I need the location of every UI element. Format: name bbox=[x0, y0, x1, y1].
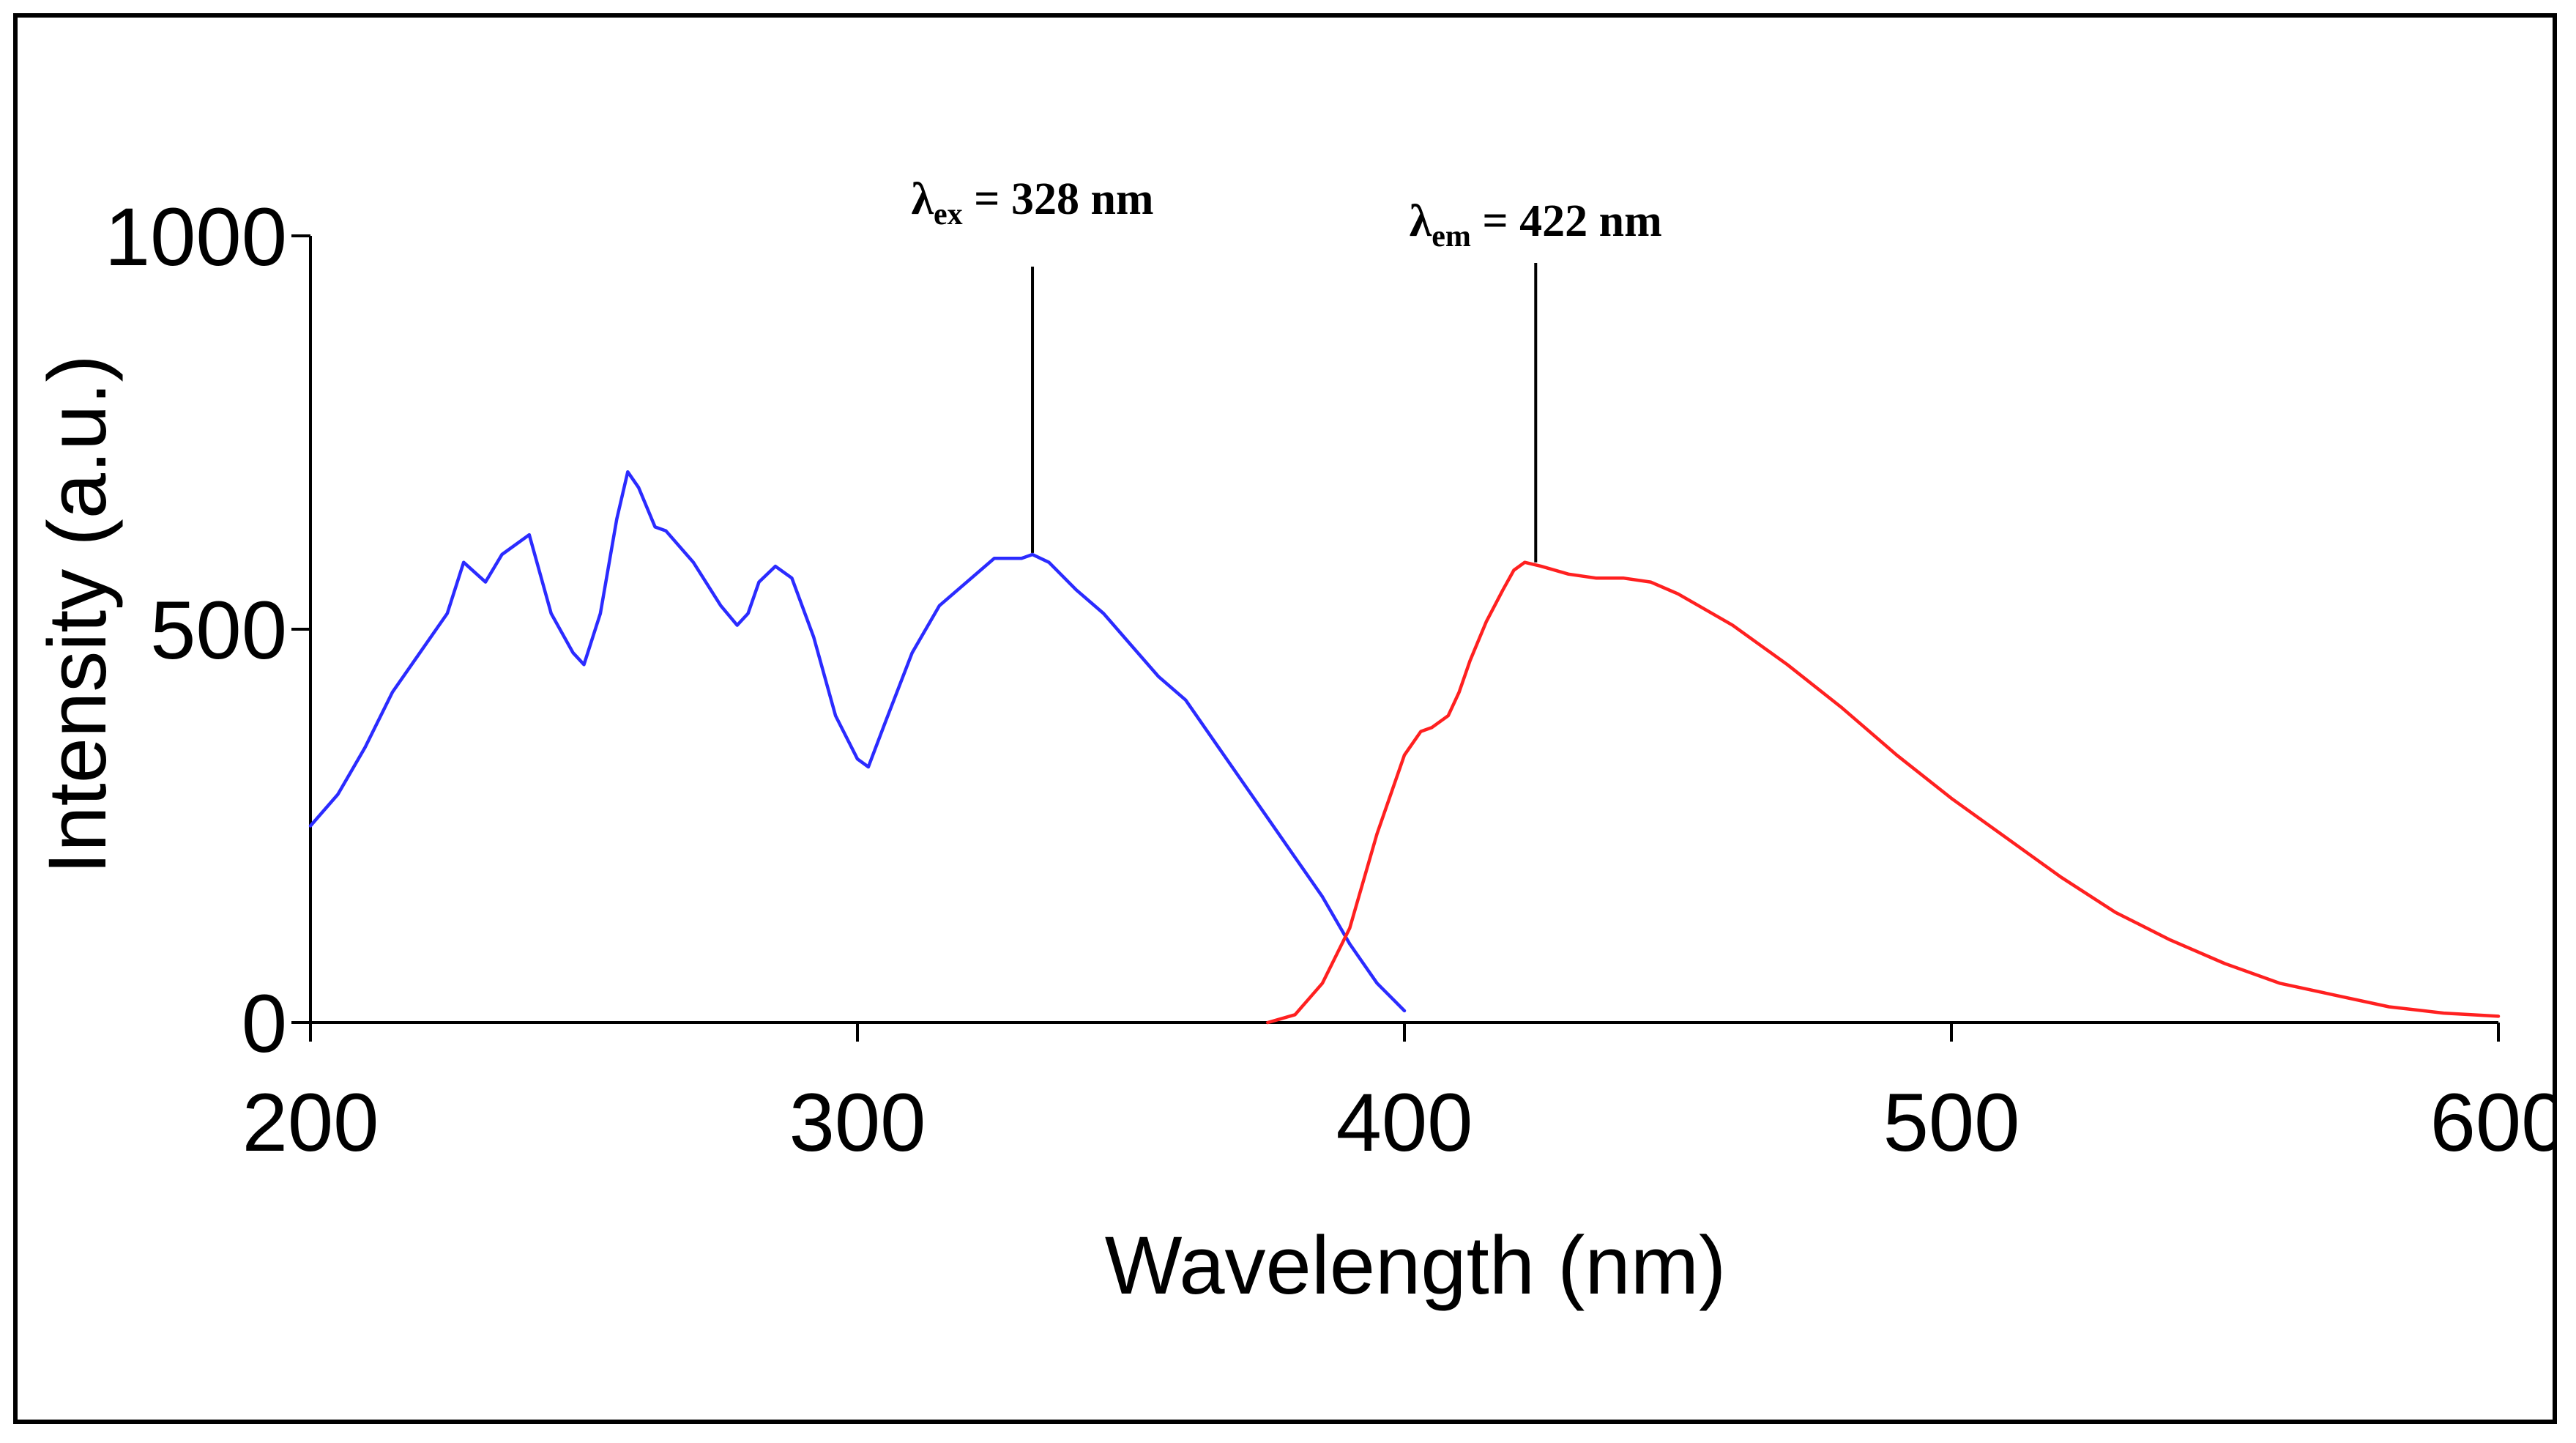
x-tick-label: 300 bbox=[789, 1077, 926, 1168]
x-tick-label: 600 bbox=[2430, 1077, 2553, 1168]
series-line-excitation bbox=[308, 470, 1407, 1013]
y-axis-title: Intensity (a.u.) bbox=[31, 355, 123, 875]
x-tick-label: 500 bbox=[1883, 1077, 2020, 1168]
y-ticks: 0 500 1000 bbox=[105, 191, 310, 1069]
x-ticks: 200 300 400 500 600 bbox=[242, 1023, 2553, 1168]
annotation-layer: λex = 328 nm λem = 422 nm bbox=[911, 174, 1662, 563]
peak-annotation-label: λem = 422 nm bbox=[1410, 196, 1662, 253]
x-tick-label: 400 bbox=[1336, 1077, 1473, 1168]
y-tick-label: 500 bbox=[150, 585, 287, 676]
x-axis-title: Wavelength (nm) bbox=[1105, 1220, 1727, 1311]
series-line-emission bbox=[1266, 560, 2501, 1025]
y-tick-label: 0 bbox=[242, 978, 287, 1069]
x-tick-label: 200 bbox=[242, 1077, 379, 1168]
axes bbox=[309, 236, 2498, 1024]
spectrum-chart: 200 300 400 500 600 0 500 1000 λex = 328 nm λem… bbox=[31, 174, 2553, 1311]
y-tick-label: 1000 bbox=[105, 191, 287, 283]
series-layer bbox=[308, 470, 2501, 1025]
figure-frame: 200 300 400 500 600 0 500 1000 λex = 328 nm λem… bbox=[13, 13, 2557, 1424]
peak-annotation-label: λex = 328 nm bbox=[911, 174, 1153, 231]
